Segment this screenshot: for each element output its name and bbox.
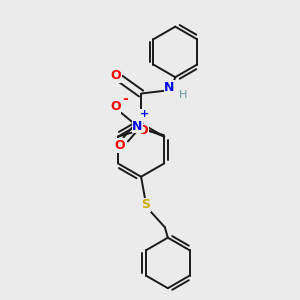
- Text: O: O: [110, 100, 121, 113]
- Text: O: O: [114, 139, 125, 152]
- Text: -: -: [123, 92, 128, 106]
- Text: N: N: [164, 81, 175, 94]
- Text: H: H: [178, 90, 187, 100]
- Text: S: S: [141, 199, 150, 212]
- Text: O: O: [110, 69, 121, 82]
- Text: +: +: [140, 109, 150, 119]
- Text: N: N: [132, 120, 143, 133]
- Text: O: O: [138, 124, 148, 137]
